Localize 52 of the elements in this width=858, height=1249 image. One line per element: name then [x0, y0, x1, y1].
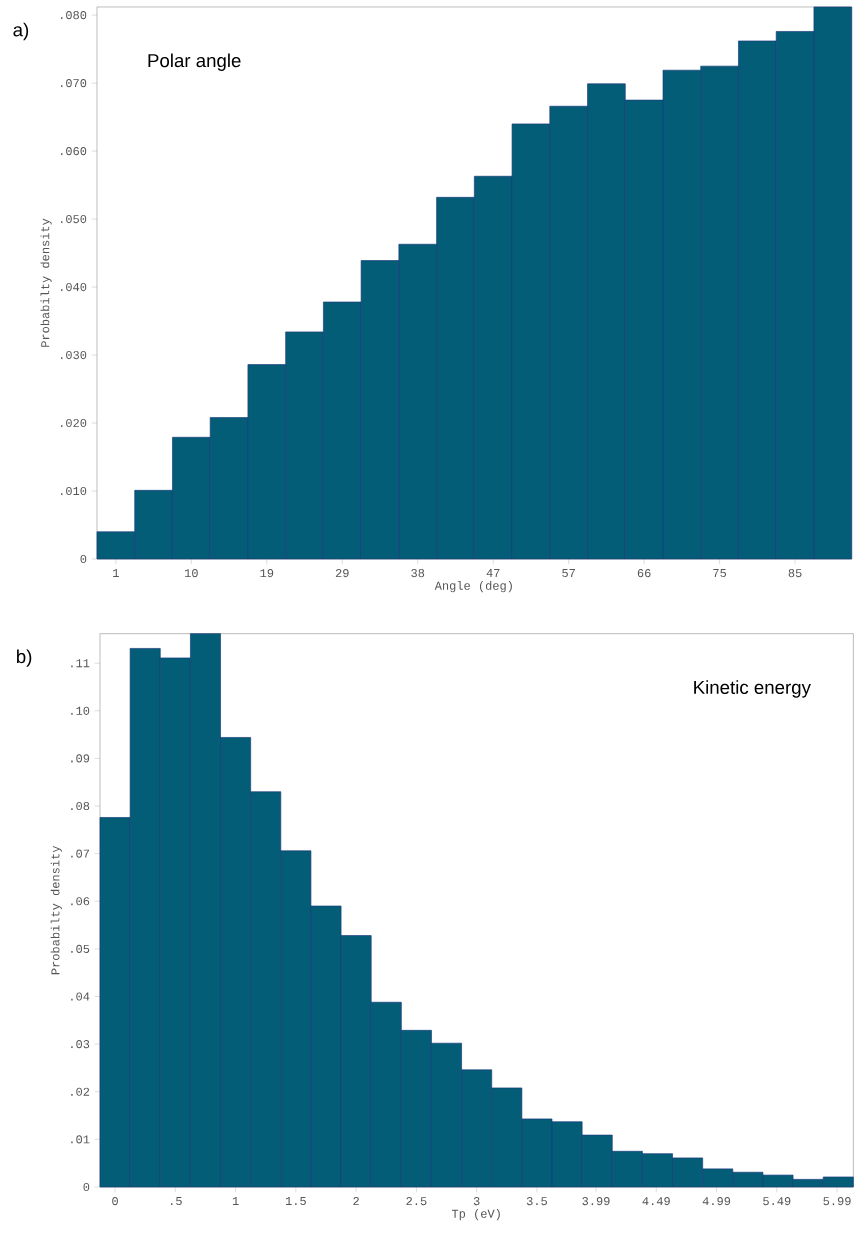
x-tick-label: 1 — [113, 569, 119, 577]
y-tick-label: .05 — [71, 944, 90, 953]
x-tick-label: 57 — [562, 569, 575, 578]
x-tick-label: 3.5 — [526, 1197, 547, 1206]
x-tick-label: 1 — [232, 1197, 239, 1205]
x-tick-label: 5.49 — [763, 1197, 791, 1206]
y-axis-title: Probabilty density — [40, 218, 52, 347]
y-tick-label: .11 — [71, 659, 90, 668]
x-axis-title: Angle (deg) — [434, 581, 512, 593]
y-tick-label: .080 — [61, 11, 87, 20]
y-tick-label: .050 — [61, 215, 87, 224]
x-tick-label: 5.99 — [823, 1197, 851, 1206]
y-axis-title: Probabilty density — [50, 845, 62, 975]
x-tick-label: 2 — [353, 1197, 359, 1206]
x-tick-label: 3.99 — [582, 1197, 610, 1206]
text: b) — [17, 649, 32, 667]
x-tick-label: 3 — [473, 1197, 480, 1206]
y-tick-label: .06 — [71, 897, 90, 906]
x-tick-label: 1.5 — [285, 1197, 306, 1206]
x-tick-label: 10 — [184, 569, 198, 578]
y-tick-label: .02 — [71, 1087, 90, 1096]
x-tick-label: 4.49 — [642, 1197, 670, 1206]
x-tick-label: 66 — [637, 569, 651, 578]
text: a) — [13, 22, 29, 41]
y-tick-label: .010 — [61, 486, 87, 496]
x-tick-label: 38 — [411, 569, 425, 578]
x-tick-label: 29 — [335, 569, 349, 578]
text: Polar angle — [148, 53, 241, 71]
x-tick-label: 0 — [112, 1197, 118, 1206]
x-tick-label: 2.5 — [406, 1197, 427, 1206]
y-tick-label: .020 — [61, 418, 87, 428]
x-tick-label: 85 — [788, 569, 802, 578]
x-tick-label: 19 — [260, 569, 274, 578]
y-tick-label: .070 — [61, 79, 87, 88]
x-axis-title: Tp (eV) — [451, 1209, 500, 1221]
y-tick-label: .08 — [71, 801, 90, 811]
text: Kinetic energy — [694, 680, 811, 698]
y-tick-label: .060 — [61, 147, 87, 156]
x-tick-label: 47 — [486, 569, 500, 577]
y-tick-label: 0 — [80, 554, 87, 564]
y-tick-label: .10 — [71, 706, 90, 715]
y-tick-label: .07 — [71, 849, 90, 858]
y-tick-label: .030 — [61, 350, 87, 360]
y-tick-label: 0 — [83, 1182, 90, 1192]
y-tick-label: .04 — [71, 992, 90, 1001]
y-tick-label: .040 — [61, 282, 87, 292]
y-tick-label: .09 — [71, 754, 90, 763]
x-tick-label: .5 — [171, 1197, 182, 1206]
y-tick-label: .03 — [71, 1040, 90, 1049]
x-tick-label: 4.99 — [702, 1197, 731, 1206]
y-tick-label: .01 — [71, 1135, 90, 1144]
x-tick-label: 75 — [713, 569, 727, 578]
